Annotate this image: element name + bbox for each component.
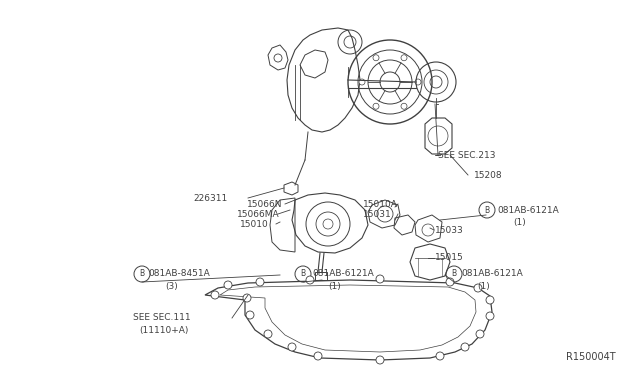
Circle shape	[246, 311, 254, 319]
Circle shape	[401, 55, 407, 61]
Text: 15033: 15033	[435, 225, 464, 234]
Circle shape	[211, 291, 219, 299]
Text: B: B	[484, 205, 490, 215]
Text: (3): (3)	[165, 282, 178, 291]
Text: 15066N: 15066N	[247, 199, 282, 208]
Circle shape	[359, 79, 365, 85]
Circle shape	[476, 330, 484, 338]
Text: 15208: 15208	[474, 170, 502, 180]
Text: SEE SEC.111: SEE SEC.111	[133, 314, 191, 323]
Circle shape	[274, 54, 282, 62]
Circle shape	[486, 312, 494, 320]
Circle shape	[314, 352, 322, 360]
Circle shape	[243, 294, 251, 302]
Text: 081AB-8451A: 081AB-8451A	[148, 269, 210, 279]
Text: SEE SEC.213: SEE SEC.213	[438, 151, 495, 160]
Circle shape	[323, 219, 333, 229]
Circle shape	[224, 281, 232, 289]
Text: (1): (1)	[513, 218, 525, 227]
Circle shape	[288, 343, 296, 351]
Text: B: B	[300, 269, 305, 279]
Circle shape	[461, 343, 469, 351]
Text: B: B	[140, 269, 145, 279]
Text: (11110+A): (11110+A)	[139, 326, 188, 334]
Text: 081AB-6121A: 081AB-6121A	[497, 205, 559, 215]
Circle shape	[401, 103, 407, 109]
Text: R150004T: R150004T	[566, 352, 616, 362]
Circle shape	[415, 79, 421, 85]
Circle shape	[376, 275, 384, 283]
Text: B: B	[451, 269, 456, 279]
Text: (1): (1)	[477, 282, 490, 291]
Text: 15010A: 15010A	[363, 199, 398, 208]
Text: (1): (1)	[328, 282, 340, 291]
Circle shape	[446, 278, 454, 286]
Circle shape	[264, 330, 272, 338]
Circle shape	[486, 296, 494, 304]
Circle shape	[436, 352, 444, 360]
Circle shape	[256, 278, 264, 286]
Circle shape	[373, 103, 379, 109]
Circle shape	[376, 356, 384, 364]
Text: 15031: 15031	[363, 209, 392, 218]
Text: 081AB-6121A: 081AB-6121A	[461, 269, 523, 279]
Circle shape	[474, 284, 482, 292]
Text: 15010: 15010	[240, 219, 269, 228]
Circle shape	[306, 276, 314, 284]
Text: 081AB-6121A: 081AB-6121A	[312, 269, 374, 279]
Text: 226311: 226311	[193, 193, 227, 202]
Text: 15066MA: 15066MA	[237, 209, 280, 218]
Circle shape	[373, 55, 379, 61]
Text: 15015: 15015	[435, 253, 464, 263]
